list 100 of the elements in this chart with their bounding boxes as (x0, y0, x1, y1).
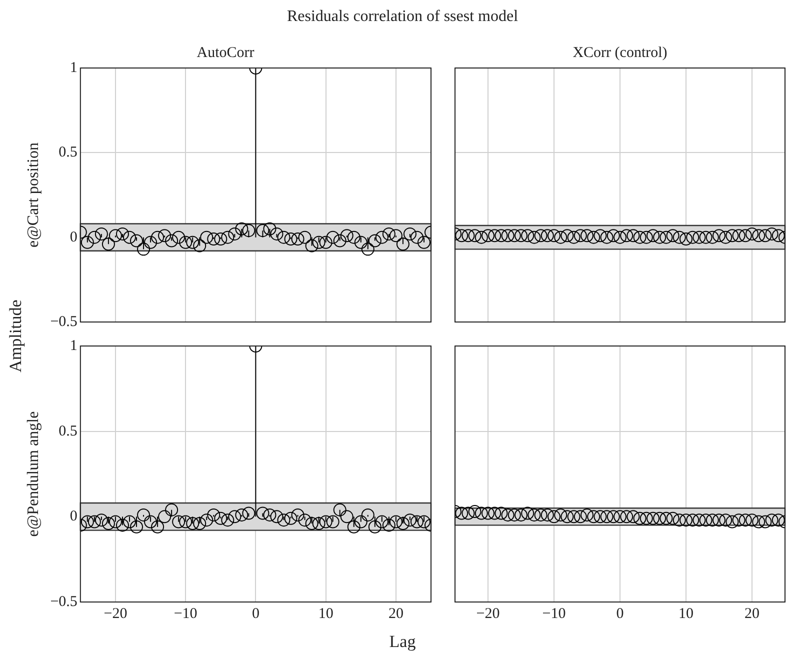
y-tick-label: 0 (70, 229, 78, 246)
point (606, 510, 620, 524)
point (214, 232, 228, 246)
x-tick-label: 0 (616, 606, 624, 622)
point (291, 508, 304, 522)
y-tick-label: 0.5 (58, 423, 78, 440)
point (758, 515, 772, 528)
point (514, 508, 528, 522)
x-tick-label: 10 (678, 606, 694, 622)
y-axis-title: e@Pendulum angle (24, 411, 42, 537)
point (410, 230, 424, 244)
point (396, 516, 410, 530)
point (319, 236, 332, 249)
point (361, 242, 374, 256)
point (235, 222, 248, 236)
point (660, 512, 673, 525)
point (263, 222, 276, 236)
x-tick-label: 20 (388, 606, 404, 622)
point (368, 520, 382, 534)
point (122, 230, 136, 244)
point (151, 230, 164, 244)
y-tick-label: 0.5 (58, 144, 78, 161)
point (326, 515, 340, 528)
point (116, 518, 129, 532)
point (567, 510, 580, 524)
point (186, 516, 200, 530)
point (144, 236, 158, 249)
y-tick-label: 0 (70, 508, 78, 525)
point (389, 515, 402, 528)
point (102, 516, 115, 530)
point (361, 508, 374, 522)
point (746, 514, 758, 527)
chart-subtitle: AutoCorr (196, 44, 254, 61)
text: Amplitude (6, 298, 26, 374)
x-tick-label: −10 (174, 606, 198, 622)
point (732, 514, 746, 527)
point (256, 224, 270, 238)
point (521, 506, 534, 520)
point (179, 515, 192, 528)
point (574, 510, 587, 524)
point (554, 508, 568, 522)
point (80, 515, 94, 528)
point (462, 506, 475, 520)
point (600, 510, 614, 524)
x-tick-label: −10 (542, 606, 566, 622)
point (326, 230, 340, 244)
point (494, 506, 508, 520)
point (144, 515, 158, 528)
point (672, 514, 686, 527)
point (221, 230, 234, 244)
point (270, 227, 284, 240)
point (235, 508, 248, 522)
point (108, 229, 122, 242)
point (375, 515, 388, 528)
point (508, 508, 521, 522)
point (738, 514, 752, 527)
point (102, 238, 115, 251)
point (80, 236, 94, 249)
point (333, 503, 346, 516)
point (221, 514, 234, 527)
point (228, 227, 242, 240)
point (686, 514, 700, 527)
point (340, 510, 354, 524)
point (396, 238, 410, 251)
point (347, 230, 360, 244)
point (626, 510, 640, 524)
point (403, 227, 416, 240)
point (130, 234, 144, 248)
point (242, 506, 256, 520)
x-tick-label: 10 (318, 606, 334, 622)
point (488, 506, 502, 520)
y-tick-label: −0.5 (50, 314, 78, 330)
point (692, 514, 706, 527)
point (382, 518, 396, 532)
point (726, 515, 739, 528)
point (528, 508, 541, 522)
point (403, 514, 416, 527)
point (284, 512, 298, 525)
point (482, 506, 494, 520)
x-tick-label: −20 (476, 606, 500, 622)
point (193, 239, 206, 252)
point (354, 236, 368, 249)
point (207, 508, 220, 522)
y-axis-title: e@Cart position (24, 142, 42, 248)
point (200, 514, 214, 527)
point (270, 510, 284, 524)
point (312, 516, 326, 530)
point (560, 510, 574, 524)
point (207, 232, 220, 246)
point (455, 506, 468, 520)
point (666, 512, 680, 525)
point (501, 508, 514, 522)
point (540, 508, 554, 522)
x-tick-label: 0 (252, 606, 260, 622)
chart-subtitle: XCorr (control) (572, 44, 668, 61)
point (620, 510, 634, 524)
point (186, 236, 200, 249)
point (468, 505, 482, 518)
point (410, 515, 424, 528)
point (158, 229, 172, 242)
